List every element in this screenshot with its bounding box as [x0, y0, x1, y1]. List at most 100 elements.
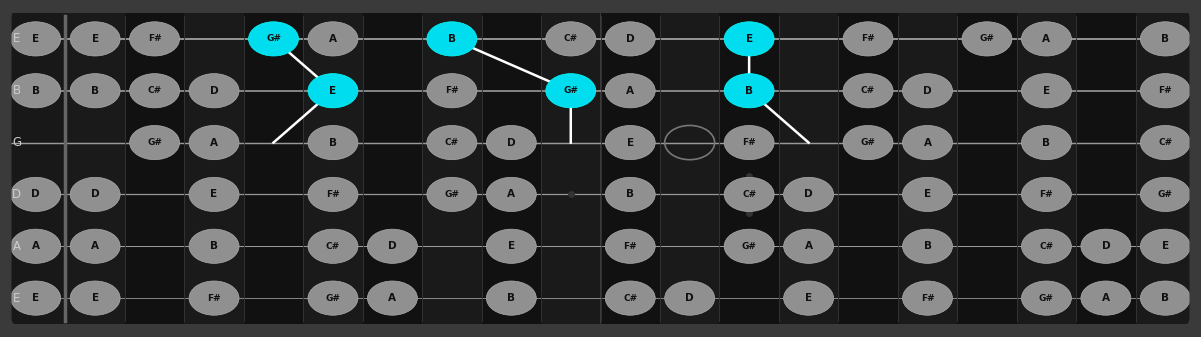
Ellipse shape	[783, 177, 833, 212]
Text: D: D	[507, 137, 515, 148]
Ellipse shape	[1141, 177, 1190, 212]
Ellipse shape	[1141, 73, 1190, 108]
Bar	[838, 13, 898, 324]
Bar	[600, 13, 661, 324]
Ellipse shape	[426, 125, 477, 160]
Ellipse shape	[307, 125, 358, 160]
Text: 16: 16	[980, 328, 993, 337]
Text: B: B	[448, 34, 456, 44]
Ellipse shape	[545, 22, 596, 56]
Ellipse shape	[11, 281, 60, 315]
Bar	[244, 13, 303, 324]
Ellipse shape	[1081, 229, 1131, 264]
Text: D: D	[924, 86, 932, 96]
Text: G#: G#	[444, 190, 459, 199]
Ellipse shape	[189, 73, 239, 108]
Ellipse shape	[1141, 229, 1190, 264]
Ellipse shape	[486, 229, 537, 264]
Ellipse shape	[902, 229, 952, 264]
Text: 6: 6	[389, 328, 395, 337]
Ellipse shape	[130, 22, 180, 56]
Ellipse shape	[605, 73, 656, 108]
Ellipse shape	[843, 22, 894, 56]
Ellipse shape	[70, 177, 120, 212]
Text: B: B	[1042, 137, 1051, 148]
Text: G#: G#	[267, 34, 281, 43]
Text: F#: F#	[861, 34, 874, 43]
Ellipse shape	[605, 125, 656, 160]
Text: E: E	[210, 189, 217, 200]
Ellipse shape	[70, 73, 120, 108]
Ellipse shape	[902, 281, 952, 315]
Text: G#: G#	[563, 86, 578, 95]
Bar	[1136, 13, 1195, 324]
Ellipse shape	[486, 125, 537, 160]
Text: 17: 17	[1040, 328, 1053, 337]
Text: A: A	[1042, 34, 1051, 44]
Text: B: B	[626, 189, 634, 200]
Bar	[422, 13, 482, 324]
Text: E: E	[924, 189, 931, 200]
Text: F#: F#	[1040, 190, 1053, 199]
Text: A: A	[924, 137, 932, 148]
Ellipse shape	[249, 22, 299, 56]
Text: 4: 4	[270, 328, 276, 337]
Text: C#: C#	[325, 242, 340, 251]
Bar	[303, 13, 363, 324]
Ellipse shape	[486, 177, 537, 212]
Text: C#: C#	[563, 34, 578, 43]
Text: C#: C#	[1158, 138, 1172, 147]
Text: B: B	[745, 86, 753, 96]
Ellipse shape	[724, 73, 775, 108]
Text: F#: F#	[148, 34, 161, 43]
Text: B: B	[329, 137, 337, 148]
Text: 18: 18	[1099, 328, 1112, 337]
Ellipse shape	[11, 73, 60, 108]
Text: G#: G#	[1158, 190, 1172, 199]
Ellipse shape	[1021, 177, 1071, 212]
Text: A: A	[329, 34, 337, 44]
Text: G#: G#	[148, 138, 162, 147]
Text: E: E	[13, 32, 20, 45]
Ellipse shape	[605, 22, 656, 56]
Ellipse shape	[307, 229, 358, 264]
Text: C#: C#	[742, 190, 757, 199]
Ellipse shape	[724, 125, 775, 160]
Bar	[898, 13, 957, 324]
Ellipse shape	[307, 281, 358, 315]
Text: E: E	[1042, 86, 1050, 96]
Bar	[957, 13, 1017, 324]
Text: F#: F#	[921, 294, 934, 303]
Ellipse shape	[724, 229, 775, 264]
Text: D: D	[805, 189, 813, 200]
Ellipse shape	[724, 22, 775, 56]
Text: E: E	[13, 292, 20, 305]
Text: E: E	[329, 86, 336, 96]
Ellipse shape	[902, 177, 952, 212]
Text: E: E	[32, 293, 40, 303]
Bar	[779, 13, 838, 324]
Ellipse shape	[664, 281, 715, 315]
Text: A: A	[388, 293, 396, 303]
Text: F#: F#	[446, 86, 459, 95]
Text: B: B	[210, 241, 219, 251]
Text: C#: C#	[148, 86, 162, 95]
Bar	[363, 13, 422, 324]
Ellipse shape	[486, 281, 537, 315]
Text: C#: C#	[444, 138, 459, 147]
Ellipse shape	[605, 177, 656, 212]
Text: G#: G#	[742, 242, 757, 251]
Text: 12: 12	[742, 328, 755, 337]
Text: F#: F#	[1159, 86, 1172, 95]
Text: 9: 9	[567, 328, 574, 337]
Text: G#: G#	[1039, 294, 1053, 303]
Text: 10: 10	[623, 328, 637, 337]
Text: E: E	[1161, 241, 1169, 251]
Text: A: A	[31, 241, 40, 251]
Bar	[0, 13, 65, 324]
Text: 11: 11	[683, 328, 697, 337]
Ellipse shape	[189, 229, 239, 264]
Ellipse shape	[1141, 125, 1190, 160]
Text: E: E	[508, 241, 515, 251]
Ellipse shape	[189, 177, 239, 212]
